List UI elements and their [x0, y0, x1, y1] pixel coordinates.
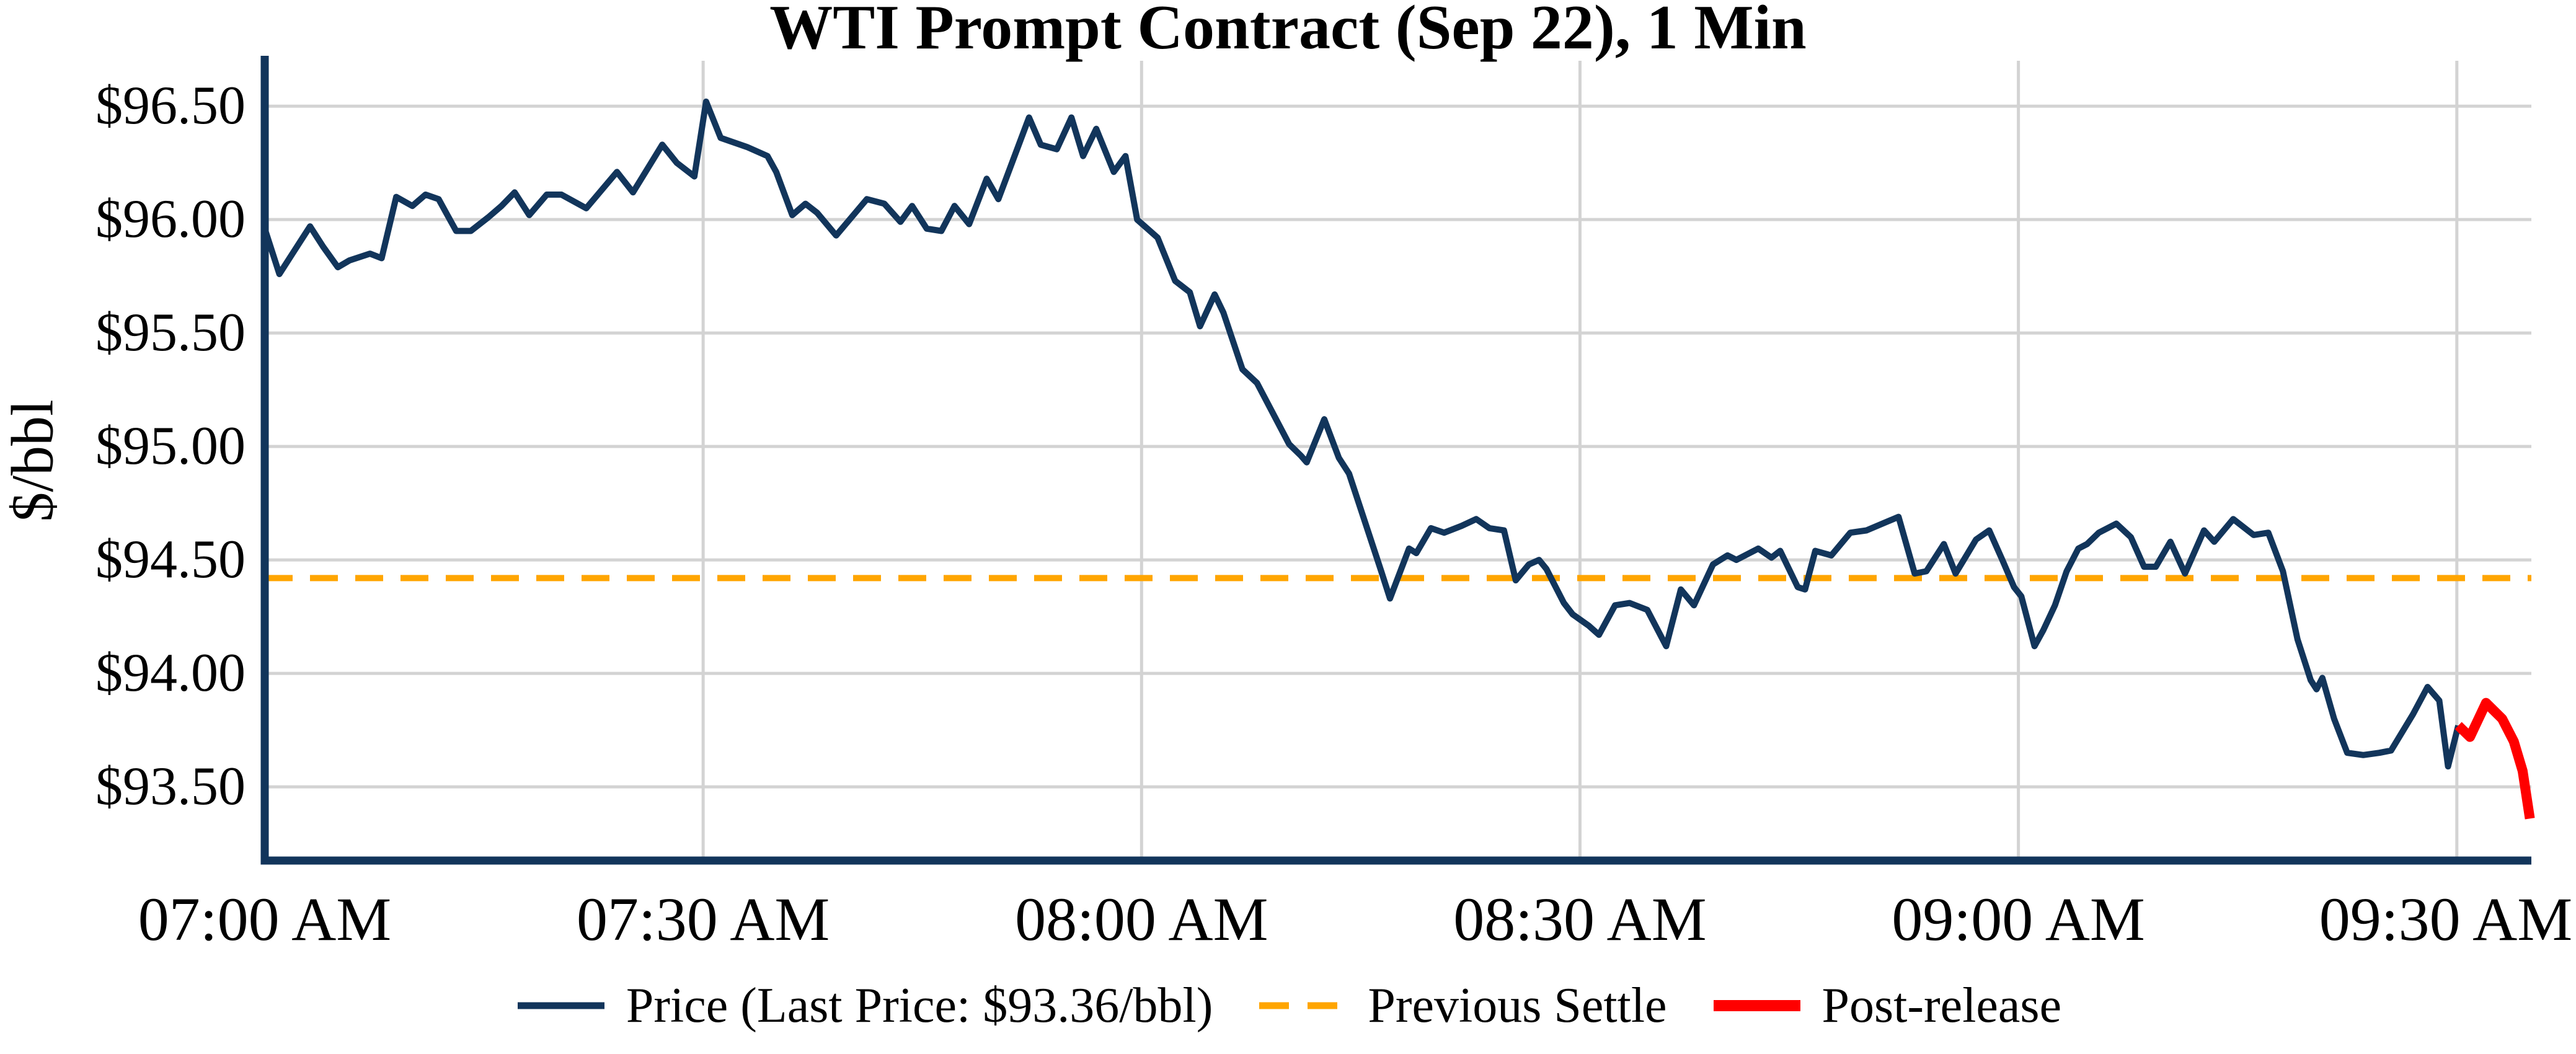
- legend-item-price: Price (Last Price: $93.36/bbl): [515, 975, 1213, 1037]
- legend-label-price: Price (Last Price: $93.36/bbl): [626, 978, 1213, 1033]
- x-tick-label: 09:00 AM: [1892, 885, 2145, 954]
- x-tick-label: 08:00 AM: [1015, 885, 1268, 954]
- price-line-swatch-icon: [517, 1002, 604, 1009]
- y-tick-label: $94.50: [95, 529, 246, 590]
- x-tick-label: 07:30 AM: [576, 885, 830, 954]
- y-tick-label: $96.00: [95, 189, 246, 250]
- y-tick-label: $95.00: [95, 416, 246, 477]
- y-tick-label: $94.00: [95, 643, 246, 704]
- post-release-swatch-icon: [1713, 1000, 1800, 1011]
- y-tick-label: $93.50: [95, 756, 246, 817]
- x-tick-label: 08:30 AM: [1453, 885, 1707, 954]
- chart-title: WTI Prompt Contract (Sep 22), 1 Min: [769, 0, 1807, 63]
- price-line: [262, 98, 2461, 770]
- legend-label-previous-settle: Previous Settle: [1368, 978, 1667, 1033]
- previous-settle-swatch-icon: [1259, 1002, 1347, 1009]
- legend-item-previous-settle: Previous Settle: [1256, 975, 1667, 1037]
- x-tick-label: 07:00 AM: [138, 885, 392, 954]
- post-release-line: [2454, 698, 2535, 820]
- y-tick-label: $96.50: [95, 76, 246, 136]
- y-tick-label: $95.50: [95, 303, 246, 363]
- legend-item-post-release: Post-release: [1711, 975, 2062, 1037]
- legend: Price (Last Price: $93.36/bbl) Previous …: [0, 975, 2576, 1037]
- legend-label-post-release: Post-release: [1821, 978, 2062, 1033]
- x-tick-label: 09:30 AM: [2319, 885, 2573, 954]
